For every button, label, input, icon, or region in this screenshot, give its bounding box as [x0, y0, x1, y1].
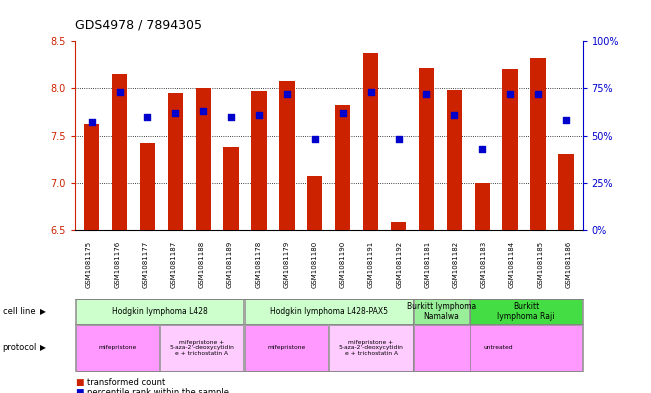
Bar — [307, 176, 322, 230]
Text: transformed count: transformed count — [87, 378, 165, 387]
Bar — [363, 53, 378, 230]
Text: GSM1081176: GSM1081176 — [114, 241, 120, 288]
Text: GSM1081175: GSM1081175 — [86, 241, 92, 288]
Point — [393, 136, 404, 143]
Point — [449, 112, 460, 118]
Bar — [84, 124, 99, 230]
Point — [115, 89, 125, 95]
Text: GSM1081192: GSM1081192 — [396, 241, 402, 288]
Bar — [419, 68, 434, 230]
Text: GSM1081186: GSM1081186 — [566, 241, 572, 288]
Point — [170, 110, 180, 116]
Bar — [558, 154, 574, 230]
Bar — [168, 93, 183, 230]
Text: mifepristone: mifepristone — [268, 345, 305, 350]
Text: GSM1081187: GSM1081187 — [171, 241, 176, 288]
Text: Hodgkin lymphoma L428-PAX5: Hodgkin lymphoma L428-PAX5 — [270, 307, 388, 316]
Text: GSM1081184: GSM1081184 — [509, 241, 515, 288]
Bar — [223, 147, 239, 230]
Bar — [447, 90, 462, 230]
Point — [477, 146, 488, 152]
Point — [310, 136, 320, 143]
Point — [226, 114, 236, 120]
Text: mifepristone: mifepristone — [98, 345, 136, 350]
Text: Burkitt
lymphoma Raji: Burkitt lymphoma Raji — [497, 302, 555, 321]
Point — [87, 119, 97, 125]
Bar — [475, 183, 490, 230]
Text: GSM1081188: GSM1081188 — [199, 241, 205, 288]
Point — [365, 89, 376, 95]
Text: GSM1081185: GSM1081185 — [537, 241, 544, 288]
Text: ▶: ▶ — [40, 307, 46, 316]
Bar — [503, 69, 518, 230]
Text: mifepristone +
5-aza-2'-deoxycytidin
e + trichostatin A: mifepristone + 5-aza-2'-deoxycytidin e +… — [339, 340, 404, 356]
Text: percentile rank within the sample: percentile rank within the sample — [87, 388, 229, 393]
Text: GSM1081182: GSM1081182 — [452, 241, 459, 288]
Text: GSM1081181: GSM1081181 — [424, 241, 430, 288]
Point — [337, 110, 348, 116]
Text: mifepristone +
5-aza-2'-deoxycytidin
e + trichostatin A: mifepristone + 5-aza-2'-deoxycytidin e +… — [169, 340, 234, 356]
Text: untreated: untreated — [483, 345, 513, 350]
Bar — [251, 91, 267, 230]
Text: GDS4978 / 7894305: GDS4978 / 7894305 — [75, 18, 202, 31]
Bar — [531, 58, 546, 230]
Text: GSM1081180: GSM1081180 — [312, 241, 318, 288]
Text: GSM1081178: GSM1081178 — [255, 241, 261, 288]
Point — [142, 114, 152, 120]
Bar — [112, 74, 127, 230]
Point — [533, 91, 543, 97]
Text: GSM1081179: GSM1081179 — [283, 241, 290, 288]
Bar — [279, 81, 294, 230]
Point — [254, 112, 264, 118]
Text: ▶: ▶ — [40, 343, 46, 352]
Bar — [335, 105, 350, 230]
Text: ■: ■ — [75, 378, 83, 387]
Text: Burkitt lymphoma
Namalwa: Burkitt lymphoma Namalwa — [407, 302, 477, 321]
Point — [282, 91, 292, 97]
Text: cell line: cell line — [3, 307, 35, 316]
Text: protocol: protocol — [3, 343, 37, 352]
Point — [561, 118, 571, 124]
Bar — [391, 222, 406, 230]
Point — [505, 91, 516, 97]
Text: GSM1081183: GSM1081183 — [481, 241, 487, 288]
Point — [421, 91, 432, 97]
Bar — [140, 143, 155, 230]
Text: GSM1081191: GSM1081191 — [368, 241, 374, 288]
Text: GSM1081177: GSM1081177 — [143, 241, 148, 288]
Text: ■: ■ — [75, 388, 83, 393]
Bar — [195, 88, 211, 230]
Text: GSM1081190: GSM1081190 — [340, 241, 346, 288]
Text: Hodgkin lymphoma L428: Hodgkin lymphoma L428 — [111, 307, 208, 316]
Point — [198, 108, 208, 114]
Text: GSM1081189: GSM1081189 — [227, 241, 233, 288]
